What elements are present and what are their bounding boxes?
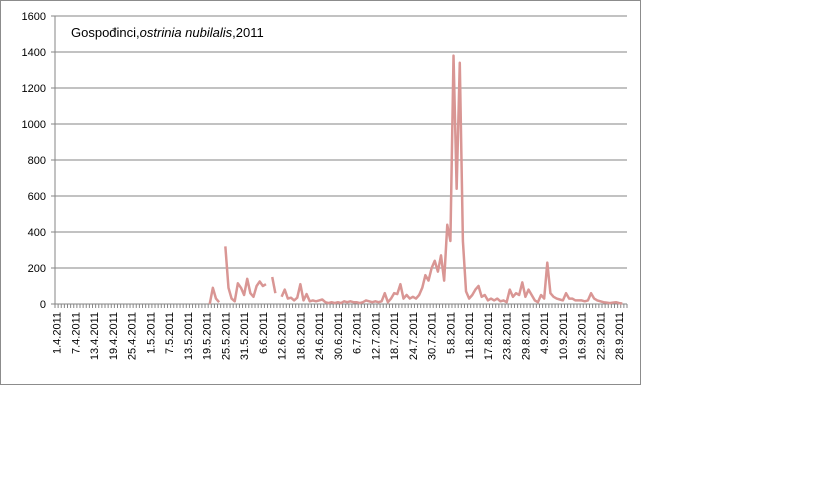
y-tick-label: 1200: [22, 83, 46, 95]
x-tick-label: 25.5.2011: [220, 312, 232, 360]
x-tick-label: 30.7.2011: [427, 312, 439, 360]
series-line-segment: [224, 246, 267, 303]
y-tick-label: 400: [28, 227, 46, 239]
series-line-segment: [280, 54, 623, 305]
x-tick-label: 19.4.2011: [108, 312, 120, 360]
x-axis-ticks: 1.4.2011 7.4.2011 13.4.2011 19.4.2011 25.4.2…: [52, 304, 628, 360]
y-tick-label: 800: [28, 155, 46, 167]
x-tick-label: 18.7.2011: [389, 312, 401, 360]
chart-area: [0, 0, 641, 385]
x-tick-label: 1.5.2011: [145, 312, 157, 354]
x-tick-label: 6.7.2011: [352, 312, 364, 354]
x-tick-label: 11.8.2011: [464, 312, 476, 359]
x-tick-label: 22.9.2011: [595, 312, 607, 360]
x-tick-label: 23.8.2011: [502, 312, 514, 360]
y-tick-label: 1400: [22, 47, 46, 59]
x-tick-label: 25.4.2011: [127, 312, 139, 360]
x-tick-label: 16.9.2011: [577, 312, 589, 360]
y-tick-label: 600: [28, 191, 46, 203]
x-tick-label: 31.5.2011: [239, 312, 251, 360]
x-tick-label: 1.4.2011: [52, 312, 64, 354]
x-tick-label: 18.6.2011: [295, 312, 307, 360]
y-axis-ticks: 0 200 400 600 800 1000 1200 1400 1600: [22, 11, 55, 311]
chart-title: Gospođinci,ostrinia nubilalis,2011: [71, 25, 264, 40]
x-tick-label: 24.6.2011: [314, 312, 326, 360]
x-tick-label: 17.8.2011: [483, 312, 495, 360]
x-tick-label: 24.7.2011: [408, 312, 420, 360]
y-tick-label: 1000: [22, 119, 46, 131]
x-tick-label: 4.9.2011: [539, 312, 551, 354]
x-tick-label: 13.5.2011: [183, 312, 195, 360]
y-tick-label: 0: [40, 299, 46, 311]
series-line-segment: [271, 276, 277, 294]
x-tick-label: 28.9.2011: [614, 312, 626, 360]
series-lines: [208, 54, 623, 305]
x-tick-label: 7.4.2011: [70, 312, 82, 354]
series-line-segment: [208, 286, 221, 305]
x-tick-label: 10.9.2011: [558, 312, 570, 360]
x-tick-label: 12.6.2011: [277, 312, 289, 360]
chart-title-suffix: ,2011: [232, 25, 264, 40]
x-tick-label: 6.6.2011: [258, 312, 270, 354]
x-tick-label: 7.5.2011: [164, 312, 176, 354]
y-tick-label: 200: [28, 263, 46, 275]
x-tick-label: 13.4.2011: [89, 312, 101, 360]
x-tick-label: 19.5.2011: [202, 312, 214, 360]
y-tick-label: 1600: [22, 11, 46, 23]
gridlines: [54, 15, 627, 305]
x-tick-label: 29.8.2011: [520, 312, 532, 360]
x-tick-label: 5.8.2011: [445, 312, 457, 354]
chart-title-prefix: Gospođinci,: [71, 25, 140, 40]
x-tick-label: 30.6.2011: [333, 312, 345, 360]
chart-title-italic: ostrinia nubilalis: [140, 25, 233, 40]
x-tick-label: 12.7.2011: [370, 312, 382, 360]
